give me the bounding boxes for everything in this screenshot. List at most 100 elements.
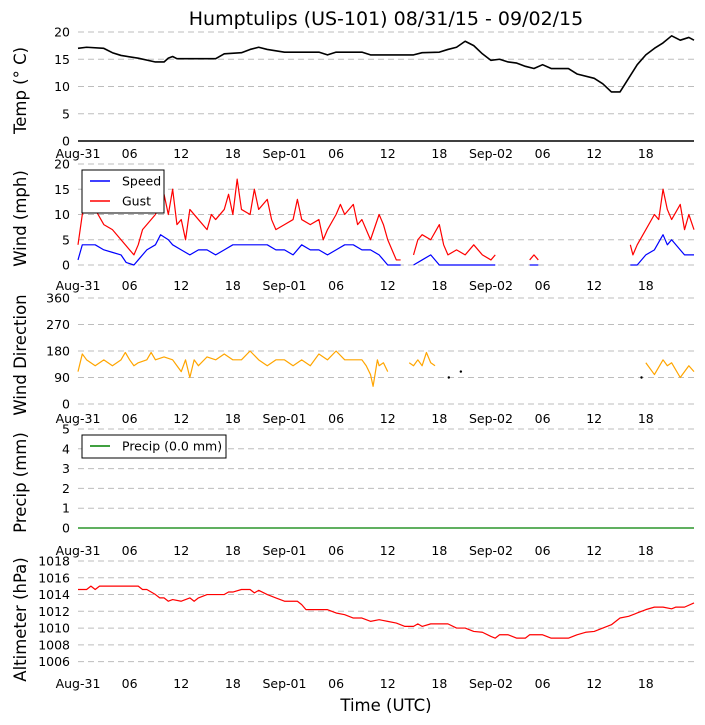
- x-tick-label: Sep-01: [262, 676, 306, 691]
- wind-direction-series-line: [77, 350, 389, 387]
- x-tick-label: 12: [586, 411, 602, 426]
- y-tick-label: 1: [62, 501, 70, 516]
- x-tick-label: 18: [638, 146, 654, 161]
- x-tick-label: Sep-01: [262, 411, 306, 426]
- x-tick-label: Sep-01: [262, 146, 306, 161]
- x-tick-label: Sep-02: [469, 411, 513, 426]
- x-tick-label: 12: [380, 676, 396, 691]
- x-tick-label: 06: [122, 278, 138, 293]
- wind-direction-panel: 0 90 180 270 360 Aug-31 06 12 18 Sep-01 06 12 18 Sep-…: [11, 291, 695, 426]
- x-tick-label: 18: [225, 411, 241, 426]
- y-tick-label: 270: [46, 317, 70, 332]
- x-tick-label: 12: [586, 676, 602, 691]
- x-tick-label: 12: [586, 543, 602, 558]
- x-tick-label: Sep-01: [262, 543, 306, 558]
- wind-direction-series-line: [645, 359, 695, 379]
- y-tick-label: 10: [54, 207, 70, 222]
- y-tick-label: 5: [62, 422, 70, 437]
- y-axis-label: Precip (mm): [11, 432, 30, 533]
- y-axis-label: Temp (° C): [11, 47, 30, 135]
- wind-panel: 0 5 10 15 20 Aug-31 06 12 18 Sep-01 06 12 18 Sep-02 06…: [11, 157, 695, 293]
- x-tick-label: 06: [122, 676, 138, 691]
- x-tick-label: 06: [328, 543, 344, 558]
- y-axis-label: Wind Direction: [11, 294, 30, 415]
- y-tick-label: 15: [54, 52, 70, 67]
- data-point: [640, 376, 643, 379]
- x-tick-label: 18: [431, 676, 447, 691]
- legend-box: [81, 434, 227, 459]
- y-tick-label: 0: [62, 397, 70, 412]
- x-tick-label: 18: [638, 676, 654, 691]
- x-tick-label: 06: [328, 146, 344, 161]
- x-tick-label: 12: [173, 411, 189, 426]
- x-tick-label: Aug-31: [56, 543, 101, 558]
- data-point: [459, 370, 463, 373]
- gust-series-line: [77, 178, 401, 261]
- y-tick-label: 90: [54, 370, 70, 385]
- legend: Speed Gust: [81, 169, 165, 214]
- x-tick-label: Aug-31: [56, 676, 101, 691]
- x-tick-label: 12: [173, 543, 189, 558]
- x-tick-label: 12: [380, 146, 396, 161]
- x-tick-label: Sep-01: [262, 278, 306, 293]
- gust-series-line: [629, 188, 695, 256]
- y-axis-label: Altimeter (hPa): [11, 557, 30, 681]
- y-tick-label: 1018: [38, 554, 70, 569]
- y-tick-label: 5: [62, 232, 70, 247]
- x-tick-label: 18: [431, 278, 447, 293]
- x-tick-label: Aug-31: [56, 411, 101, 426]
- x-tick-label: 12: [380, 278, 396, 293]
- speed-series-line: [630, 234, 694, 266]
- x-tick-label: 12: [380, 543, 396, 558]
- x-tick-label: 18: [638, 411, 654, 426]
- speed-series-line: [77, 234, 401, 266]
- legend-label: Gust: [122, 194, 151, 209]
- legend-label: Speed: [122, 174, 161, 189]
- y-tick-label: 20: [54, 157, 70, 172]
- x-tick-label: 12: [173, 676, 189, 691]
- y-tick-label: 180: [46, 344, 70, 359]
- x-tick-label: 06: [328, 278, 344, 293]
- x-tick-label: 06: [122, 146, 138, 161]
- x-tick-label: 12: [586, 278, 602, 293]
- y-tick-label: 1016: [38, 570, 70, 585]
- legend-box: [81, 169, 165, 214]
- legend: Precip (0.0 mm): [81, 434, 227, 459]
- x-tick-label: Aug-31: [56, 278, 101, 293]
- gust-series-line: [529, 254, 539, 261]
- y-tick-label: 1008: [38, 637, 70, 652]
- x-tick-label: Sep-02: [469, 676, 513, 691]
- y-tick-label: 15: [54, 182, 70, 197]
- y-tick-label: 1010: [38, 621, 70, 636]
- y-tick-label: 20: [54, 25, 70, 40]
- wind-direction-series-line: [408, 351, 436, 367]
- gust-series-line: [412, 224, 496, 261]
- x-tick-label: 06: [535, 278, 551, 293]
- x-tick-label: 12: [173, 146, 189, 161]
- y-tick-label: 1012: [38, 604, 70, 619]
- y-tick-label: 1014: [38, 587, 70, 602]
- chart-title: Humptulips (US-101) 08/31/15 - 09/02/15: [189, 8, 584, 30]
- x-tick-label: 18: [431, 543, 447, 558]
- x-tick-label: 06: [535, 411, 551, 426]
- x-tick-label: 06: [328, 411, 344, 426]
- x-tick-label: 18: [225, 543, 241, 558]
- x-tick-label: 06: [535, 146, 551, 161]
- x-tick-label: 06: [535, 676, 551, 691]
- x-tick-label: 18: [431, 146, 447, 161]
- y-tick-label: 10: [54, 79, 70, 94]
- x-tick-label: Aug-31: [56, 146, 101, 161]
- x-tick-label: Sep-02: [469, 146, 513, 161]
- y-tick-label: 0: [62, 521, 70, 536]
- x-tick-label: 12: [173, 278, 189, 293]
- x-tick-label: 18: [225, 676, 241, 691]
- y-tick-label: 0: [62, 134, 70, 149]
- y-axis-label: Wind (mph): [11, 170, 30, 267]
- legend-label: Precip (0.0 mm): [122, 439, 222, 454]
- x-tick-label: 12: [586, 146, 602, 161]
- x-tick-label: 06: [122, 411, 138, 426]
- x-tick-label: 12: [380, 411, 396, 426]
